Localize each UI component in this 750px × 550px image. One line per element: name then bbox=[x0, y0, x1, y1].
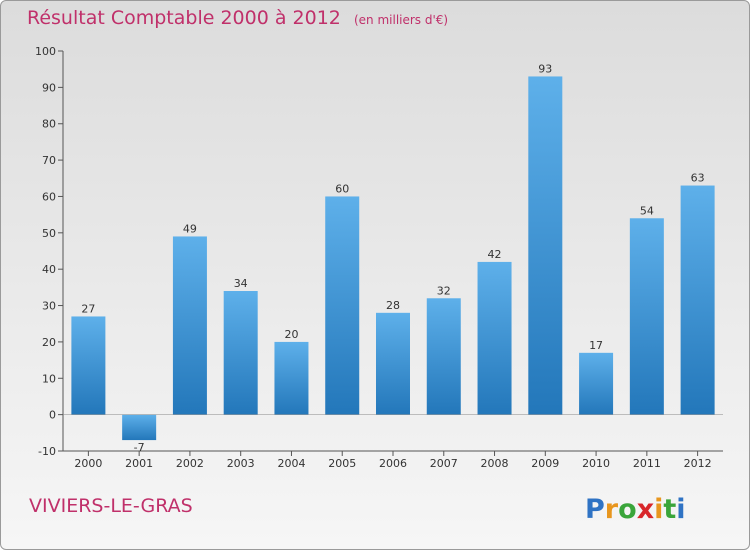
y-tick-label: 0 bbox=[49, 409, 56, 422]
bar bbox=[680, 185, 715, 415]
bar bbox=[579, 352, 614, 415]
y-tick-label: 90 bbox=[42, 81, 56, 94]
x-tick-label: 2003 bbox=[227, 457, 255, 470]
bar bbox=[223, 291, 258, 415]
x-tick-label: 2004 bbox=[277, 457, 305, 470]
x-tick-label: 2005 bbox=[328, 457, 356, 470]
x-tick-label: 2010 bbox=[582, 457, 610, 470]
data-label: 28 bbox=[386, 299, 400, 312]
bar bbox=[71, 316, 106, 415]
data-label: 32 bbox=[437, 284, 451, 297]
y-tick-label: 50 bbox=[42, 227, 56, 240]
bar bbox=[325, 196, 360, 415]
x-tick-label: 2011 bbox=[633, 457, 661, 470]
x-tick-label: 2006 bbox=[379, 457, 407, 470]
bar bbox=[629, 218, 664, 415]
bar bbox=[274, 341, 309, 415]
data-label: 49 bbox=[183, 222, 197, 235]
y-tick-label: 10 bbox=[42, 372, 56, 385]
y-tick-label: 80 bbox=[42, 118, 56, 131]
chart-title: Résultat Comptable 2000 à 2012 bbox=[27, 7, 341, 29]
x-tick-label: 2001 bbox=[125, 457, 153, 470]
y-tick-label: -10 bbox=[38, 445, 56, 458]
y-tick-label: 60 bbox=[42, 190, 56, 203]
bar bbox=[172, 236, 207, 415]
x-tick-label: 2012 bbox=[684, 457, 712, 470]
y-tick-label: 40 bbox=[42, 263, 56, 276]
proxiti-logo: Proxiti bbox=[585, 494, 686, 525]
svg-text:Proxiti: Proxiti bbox=[585, 494, 686, 525]
bar bbox=[376, 312, 410, 415]
chart-subtitle: (en milliers d'€) bbox=[353, 13, 449, 27]
data-label: 60 bbox=[335, 182, 349, 195]
data-label: 20 bbox=[284, 328, 298, 341]
y-tick-label: 70 bbox=[42, 154, 56, 167]
x-tick-label: 2009 bbox=[531, 457, 559, 470]
bar bbox=[477, 261, 512, 415]
x-tick-label: 2008 bbox=[481, 457, 509, 470]
data-label: 17 bbox=[589, 339, 603, 352]
bar bbox=[426, 298, 461, 415]
bar bbox=[528, 76, 563, 415]
y-tick-label: 20 bbox=[42, 336, 56, 349]
data-label: 63 bbox=[691, 172, 705, 185]
bar bbox=[122, 414, 157, 441]
data-label: 42 bbox=[488, 248, 502, 261]
data-label: 34 bbox=[234, 277, 248, 290]
x-tick-label: 2000 bbox=[74, 457, 102, 470]
commune-name: VIVIERS-LE-GRAS bbox=[29, 495, 193, 517]
x-tick-label: 2007 bbox=[430, 457, 458, 470]
data-label: 93 bbox=[538, 62, 552, 75]
data-label: 27 bbox=[81, 302, 95, 315]
data-label: -7 bbox=[134, 441, 145, 454]
data-label: 54 bbox=[640, 204, 654, 217]
title-row: Résultat Comptable 2000 à 2012 (en milli… bbox=[27, 7, 448, 29]
y-tick-label: 30 bbox=[42, 300, 56, 313]
x-tick-label: 2002 bbox=[176, 457, 204, 470]
y-tick-label: 100 bbox=[35, 45, 56, 58]
